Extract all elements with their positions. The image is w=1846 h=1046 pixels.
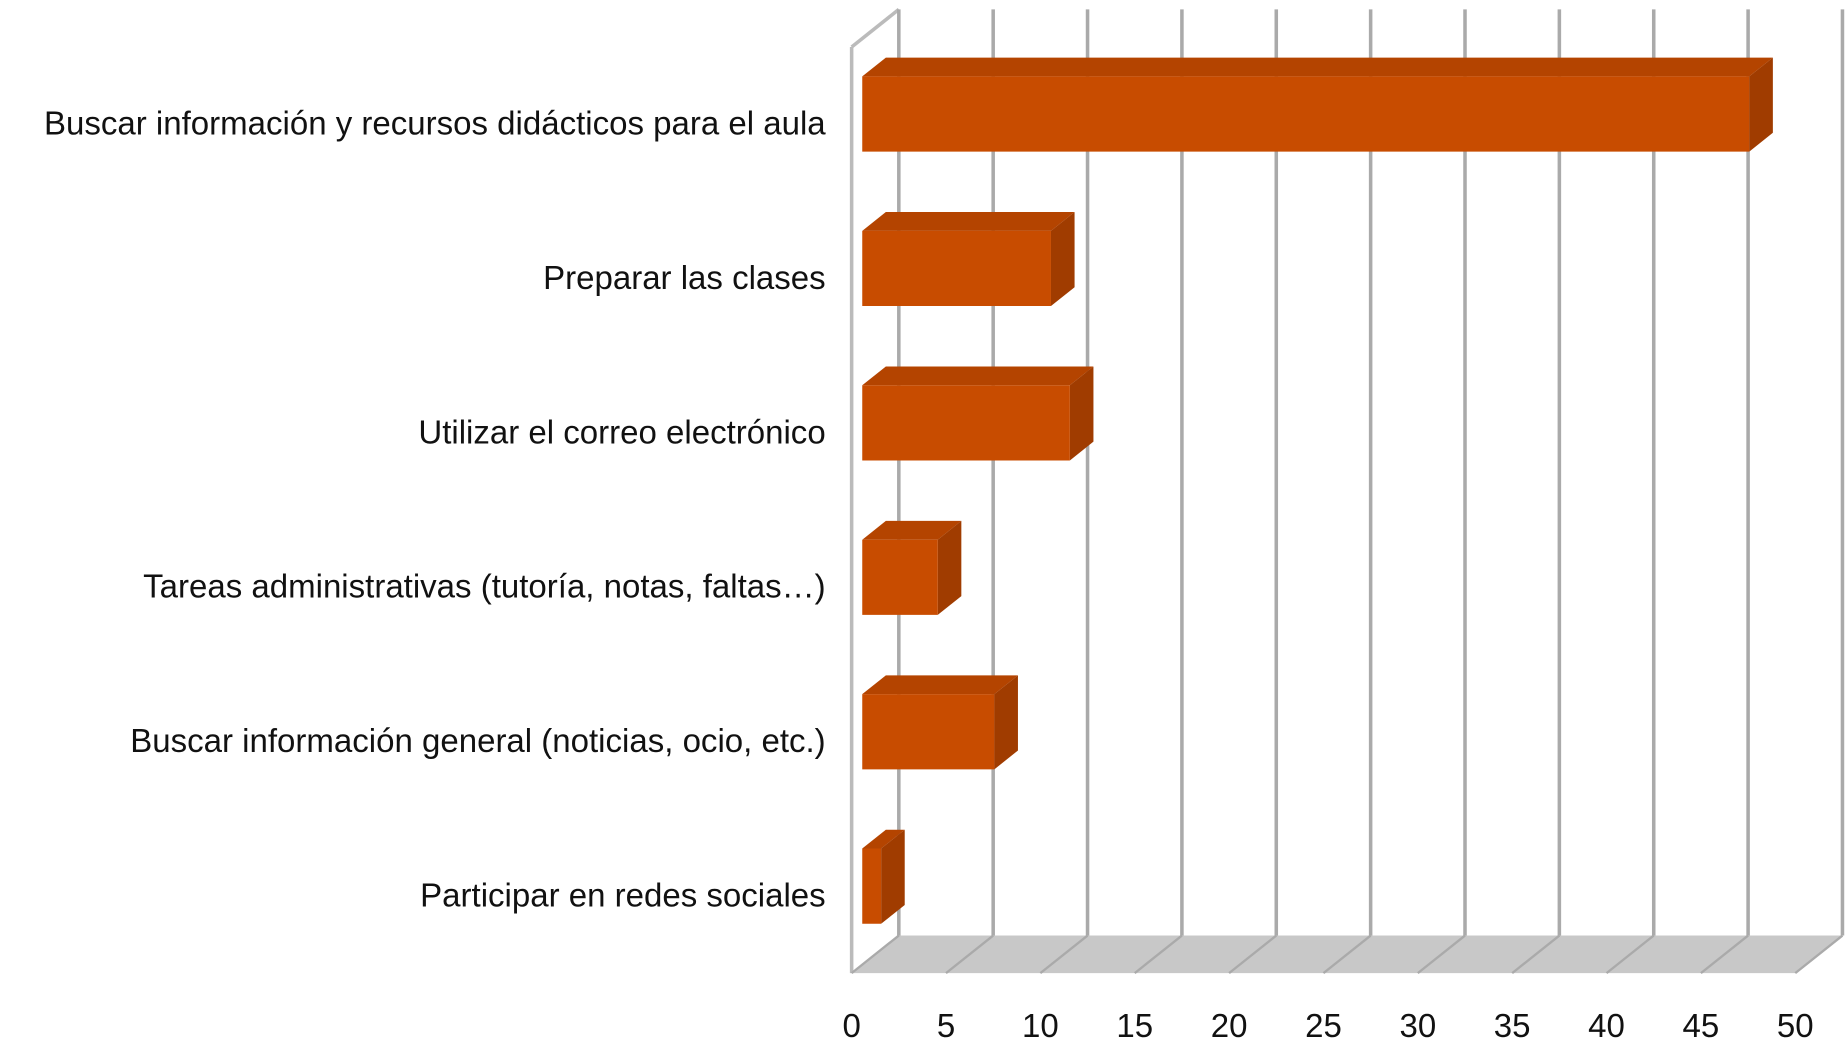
y-tick-label: Buscar información general (noticias, oc…: [130, 722, 825, 759]
bar-face: [862, 57, 1773, 77]
bar-face: [1749, 57, 1773, 152]
x-tick-label: 0: [842, 1007, 860, 1044]
floor-line: [1322, 934, 1372, 975]
floor-line: [945, 934, 994, 975]
bar-face: [862, 385, 1070, 461]
floor-line: [1794, 934, 1844, 975]
bar-face: [862, 230, 1051, 307]
bar: [862, 520, 962, 615]
y-tick-label: Participar en redes sociales: [420, 877, 826, 914]
floor-line: [1417, 934, 1466, 975]
floor-line: [850, 934, 900, 975]
bar-face: [862, 675, 1018, 695]
y-tick-label: Tareas administrativas (tutoría, notas, …: [143, 568, 826, 605]
bar-face: [862, 212, 1075, 231]
bar: [862, 675, 1018, 770]
x-tick-label: 15: [1116, 1007, 1153, 1044]
x-tick-label: 40: [1588, 1007, 1625, 1044]
bar-face: [862, 829, 905, 849]
x-tick-label: 25: [1305, 1007, 1342, 1044]
bar-face: [862, 520, 962, 540]
bar-face: [994, 675, 1018, 770]
bar-face: [862, 76, 1750, 152]
bar-face: [862, 694, 995, 770]
y-tick-label: Buscar información y recursos didácticos…: [44, 104, 826, 141]
x-tick-label: 10: [1022, 1007, 1059, 1044]
bar: [862, 212, 1075, 307]
bar: [862, 829, 905, 924]
y-tick-label: Preparar las clases: [543, 259, 826, 296]
x-tick-label: 35: [1494, 1007, 1531, 1044]
x-tick-label: 30: [1399, 1007, 1436, 1044]
floor-line: [1511, 934, 1561, 975]
bar-face: [1069, 366, 1094, 461]
left-wall-top: [850, 8, 900, 49]
floor-line: [1039, 934, 1089, 975]
bar-face: [937, 520, 962, 615]
y-tick-label: Utilizar el correo electrónico: [418, 413, 825, 450]
bar-face: [862, 848, 882, 924]
floor-line: [1700, 934, 1749, 975]
floor-line: [1605, 934, 1655, 975]
floor-line: [1133, 934, 1183, 975]
x-tick-label: 45: [1683, 1007, 1720, 1044]
bar-face: [862, 539, 938, 615]
bar: [862, 366, 1094, 461]
bar-face: [881, 829, 905, 924]
bar: [862, 57, 1773, 152]
x-tick-label: 50: [1777, 1007, 1814, 1044]
floor-line: [1228, 934, 1278, 975]
bar-face: [1050, 212, 1075, 307]
x-tick-label: 5: [937, 1007, 955, 1044]
x-tick-label: 20: [1211, 1007, 1248, 1044]
bar-face: [862, 366, 1094, 386]
